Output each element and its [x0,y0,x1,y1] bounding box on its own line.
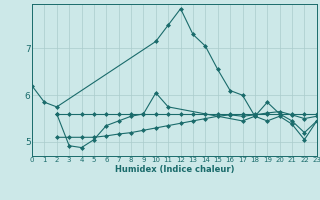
X-axis label: Humidex (Indice chaleur): Humidex (Indice chaleur) [115,165,234,174]
